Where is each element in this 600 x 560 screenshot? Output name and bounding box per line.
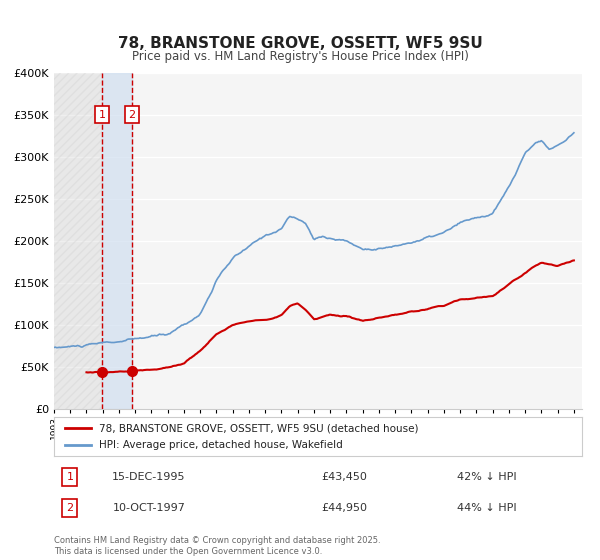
Text: 1: 1 bbox=[67, 472, 73, 482]
Text: 78, BRANSTONE GROVE, OSSETT, WF5 9SU (detached house): 78, BRANSTONE GROVE, OSSETT, WF5 9SU (de… bbox=[99, 423, 418, 433]
Text: 78, BRANSTONE GROVE, OSSETT, WF5 9SU: 78, BRANSTONE GROVE, OSSETT, WF5 9SU bbox=[118, 36, 482, 52]
Text: 42% ↓ HPI: 42% ↓ HPI bbox=[457, 472, 517, 482]
Text: Contains HM Land Registry data © Crown copyright and database right 2025.
This d: Contains HM Land Registry data © Crown c… bbox=[54, 536, 380, 556]
Text: 1: 1 bbox=[98, 110, 106, 120]
Text: 10-OCT-1997: 10-OCT-1997 bbox=[113, 503, 185, 513]
Bar bbox=[102, 73, 131, 409]
Text: 2: 2 bbox=[128, 110, 135, 120]
Text: 2: 2 bbox=[66, 503, 73, 513]
Text: £44,950: £44,950 bbox=[322, 503, 367, 513]
Bar bbox=[54, 73, 102, 409]
Text: £43,450: £43,450 bbox=[322, 472, 367, 482]
Text: 44% ↓ HPI: 44% ↓ HPI bbox=[457, 503, 517, 513]
Text: 15-DEC-1995: 15-DEC-1995 bbox=[112, 472, 186, 482]
Text: Price paid vs. HM Land Registry's House Price Index (HPI): Price paid vs. HM Land Registry's House … bbox=[131, 50, 469, 63]
Text: HPI: Average price, detached house, Wakefield: HPI: Average price, detached house, Wake… bbox=[99, 440, 343, 450]
